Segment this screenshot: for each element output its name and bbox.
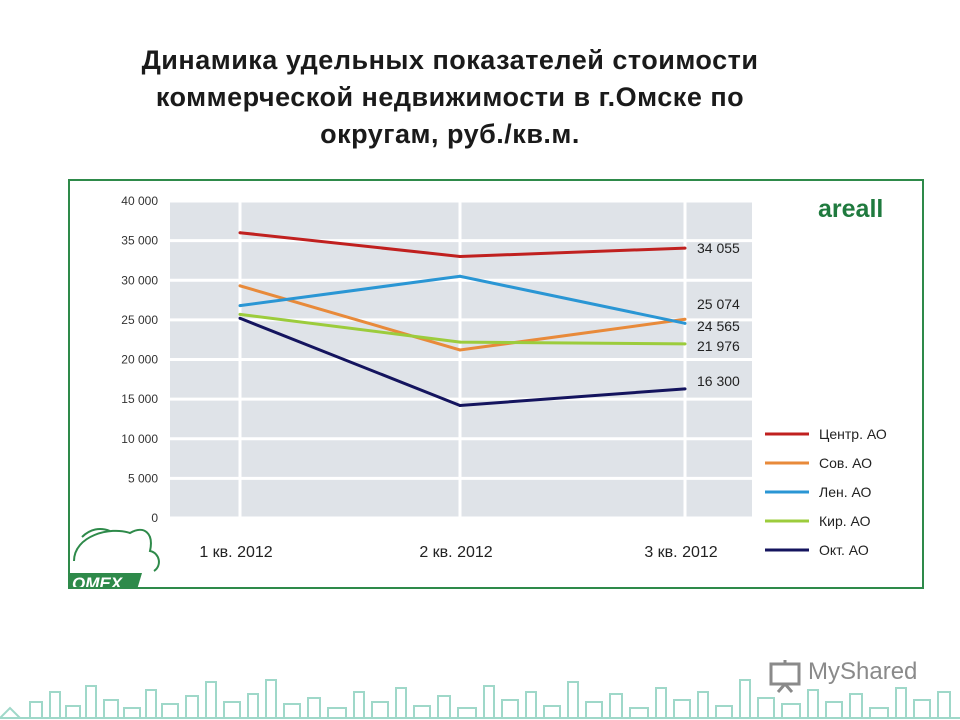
title-line-1: Динамика удельных показателей стоимости bbox=[141, 45, 759, 75]
data-point bbox=[458, 340, 462, 344]
x-tick-label: 1 кв. 2012 bbox=[199, 544, 272, 561]
y-tick-label: 20 000 bbox=[121, 353, 158, 367]
legend-item-label: Сов. АО bbox=[819, 455, 872, 471]
watermark-text: MyShared bbox=[808, 658, 918, 685]
y-tick-label: 40 000 bbox=[121, 194, 158, 208]
presentation-icon bbox=[769, 660, 801, 693]
data-label: 21 976 bbox=[697, 338, 740, 354]
data-point bbox=[458, 254, 462, 258]
data-label: 24 565 bbox=[697, 318, 740, 334]
city-skyline-decoration bbox=[0, 679, 960, 719]
title-line-3: округам, руб./кв.м. bbox=[320, 119, 580, 149]
y-tick-label: 0 bbox=[151, 511, 158, 525]
y-tick-label: 5 000 bbox=[128, 471, 158, 485]
svg-text:OMEX: OMEX bbox=[72, 574, 124, 587]
data-point bbox=[238, 284, 242, 288]
y-tick-label: 10 000 bbox=[121, 432, 158, 446]
chart-frame: 0 5 000 10 000 15 000 20 000 25 000 30 000 35 0… bbox=[68, 179, 924, 589]
data-label: 25 074 bbox=[697, 296, 740, 312]
legend-item-label: Кир. АО bbox=[819, 513, 871, 529]
legend-item-label: Окт. АО bbox=[819, 542, 869, 558]
title-line-2: коммерческой недвижимости в г.Омске по bbox=[155, 82, 745, 112]
legend-item-label: Лен. АО bbox=[819, 484, 872, 500]
x-tick-label: 2 кв. 2012 bbox=[419, 544, 492, 561]
y-tick-label: 30 000 bbox=[121, 273, 158, 287]
legend-item-label: Центр. АО bbox=[819, 426, 887, 442]
data-point bbox=[458, 403, 462, 407]
slide-title: Динамика удельных показателей стоимости … bbox=[40, 42, 860, 153]
omex-logo: OMEX bbox=[70, 528, 160, 587]
y-tick-label: 25 000 bbox=[121, 313, 158, 327]
data-label: 16 300 bbox=[697, 373, 740, 389]
data-point bbox=[683, 321, 687, 325]
data-point bbox=[238, 304, 242, 308]
y-tick-label: 15 000 bbox=[121, 392, 158, 406]
line-chart: 0 5 000 10 000 15 000 20 000 25 000 30 000 35 0… bbox=[70, 194, 887, 587]
data-point bbox=[238, 231, 242, 235]
data-point bbox=[458, 274, 462, 278]
data-point bbox=[683, 387, 687, 391]
data-point bbox=[458, 348, 462, 352]
brand-logo-text: areall bbox=[818, 195, 883, 223]
data-point bbox=[238, 312, 242, 316]
data-point bbox=[238, 316, 242, 320]
data-point bbox=[683, 317, 687, 321]
data-label: 34 055 bbox=[697, 240, 740, 256]
y-tick-label: 35 000 bbox=[121, 234, 158, 248]
data-point bbox=[683, 246, 687, 250]
data-point bbox=[683, 342, 687, 346]
x-tick-label: 3 кв. 2012 bbox=[644, 544, 717, 561]
